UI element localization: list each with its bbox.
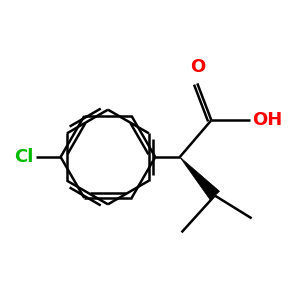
- Text: O: O: [190, 58, 205, 76]
- Text: OH: OH: [252, 111, 283, 129]
- Polygon shape: [180, 157, 220, 200]
- Text: Cl: Cl: [14, 148, 34, 166]
